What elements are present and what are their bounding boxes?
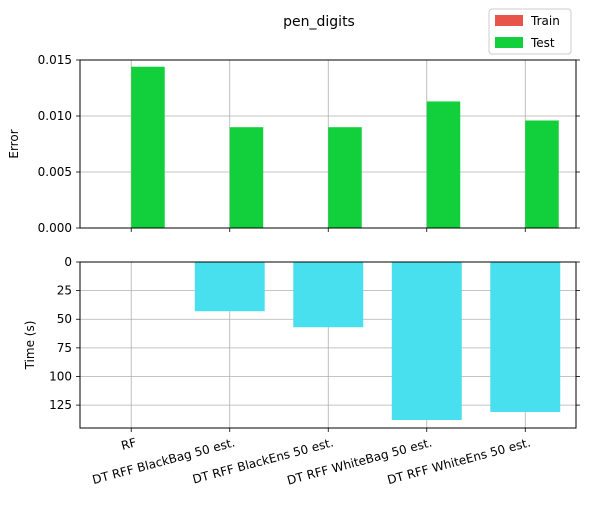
y-tick-label: 0.000 bbox=[38, 221, 72, 235]
legend-label-train: Train bbox=[530, 14, 560, 28]
legend: Train Test bbox=[488, 8, 572, 55]
legend-swatch-train bbox=[495, 15, 523, 26]
legend-swatch-test bbox=[495, 37, 523, 48]
y-tick-label: 125 bbox=[49, 398, 72, 412]
y-tick-label: 25 bbox=[57, 284, 72, 298]
y-tick-label: 0.015 bbox=[38, 53, 72, 67]
y-tick-label: 75 bbox=[57, 341, 72, 355]
time-panel: 0 25 50 75 100 125 Time (s) bbox=[23, 255, 580, 432]
y-tick-label: 0.005 bbox=[38, 165, 72, 179]
bar-test bbox=[131, 66, 165, 228]
x-tick-label: RF bbox=[120, 435, 138, 452]
time-axis-label: Time (s) bbox=[23, 321, 37, 371]
bar-test bbox=[328, 127, 362, 228]
chart-title: pen_digits bbox=[283, 14, 355, 30]
y-tick-label: 100 bbox=[49, 369, 72, 383]
error-bars bbox=[131, 66, 559, 228]
bar-time bbox=[391, 262, 462, 420]
y-tick-label: 50 bbox=[57, 312, 72, 326]
bar-time bbox=[293, 262, 364, 328]
bar-test bbox=[426, 101, 461, 228]
error-panel: 0.000 0.005 0.010 0.015 Error bbox=[7, 53, 580, 235]
error-axis-label: Error bbox=[7, 129, 21, 158]
bar-time bbox=[194, 262, 265, 312]
time-bars bbox=[194, 262, 561, 420]
legend-label-test: Test bbox=[530, 36, 555, 50]
bar-time bbox=[490, 262, 561, 412]
time-ticks: 0 25 50 75 100 125 bbox=[49, 255, 580, 432]
error-ticks: 0.000 0.005 0.010 0.015 bbox=[38, 53, 580, 235]
y-tick-label: 0.010 bbox=[38, 109, 72, 123]
bar-test bbox=[525, 120, 559, 228]
bar-test bbox=[229, 127, 264, 228]
y-tick-label: 0 bbox=[64, 255, 72, 269]
